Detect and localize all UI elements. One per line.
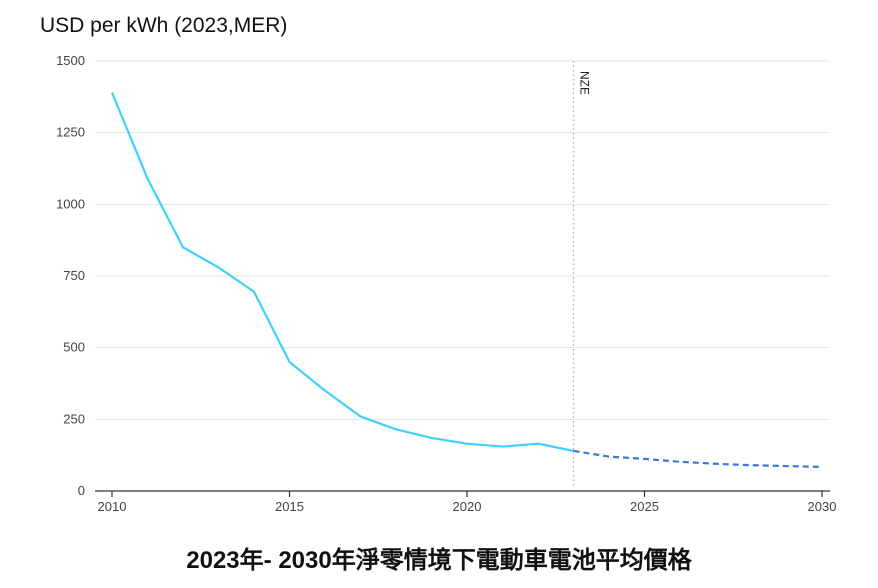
y-axis-title: USD per kWh (2023,MER) [40, 14, 288, 37]
series-line-historical [110, 92, 574, 452]
series-line-projection [573, 449, 823, 469]
x-tick-label: 2020 [453, 499, 482, 514]
y-tick-label: 1500 [56, 53, 85, 68]
y-tick-label: 750 [63, 268, 85, 283]
y-tick-label: 0 [78, 483, 85, 498]
x-tick-label: 2025 [630, 499, 659, 514]
x-tick-label: 2010 [98, 499, 127, 514]
y-tick-label: 1000 [56, 196, 85, 211]
chart-caption: 2023年- 2030年淨零情境下電動車電池平均價格 [186, 547, 692, 574]
y-tick-label: 250 [63, 411, 85, 426]
nze-label: NZE [578, 71, 592, 95]
x-tick-label: 2015 [275, 499, 304, 514]
y-tick-label: 500 [63, 340, 85, 355]
y-tick-label: 1250 [56, 125, 85, 140]
x-tick-label: 2030 [808, 499, 837, 514]
